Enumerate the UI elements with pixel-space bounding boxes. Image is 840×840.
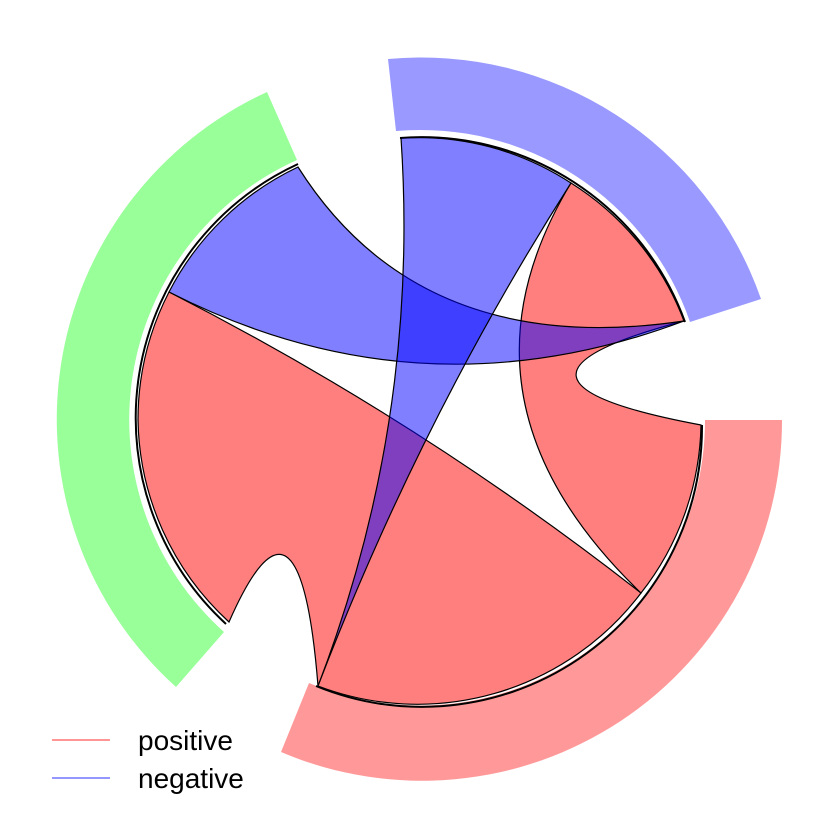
chord-link-positive-2	[518, 182, 702, 594]
inner-edge-red	[315, 424, 704, 708]
sector-arc-red	[281, 420, 783, 781]
legend-positive-label: positive	[138, 725, 233, 756]
legend: positive negative	[52, 725, 244, 794]
inner-edge-blue	[399, 136, 686, 323]
sector-arc-green	[56, 92, 297, 687]
sector-arc-blue	[388, 57, 761, 322]
chord-link-negative-2	[317, 136, 572, 687]
inner-edge-green	[134, 163, 299, 625]
legend-negative-label: negative	[138, 763, 244, 794]
